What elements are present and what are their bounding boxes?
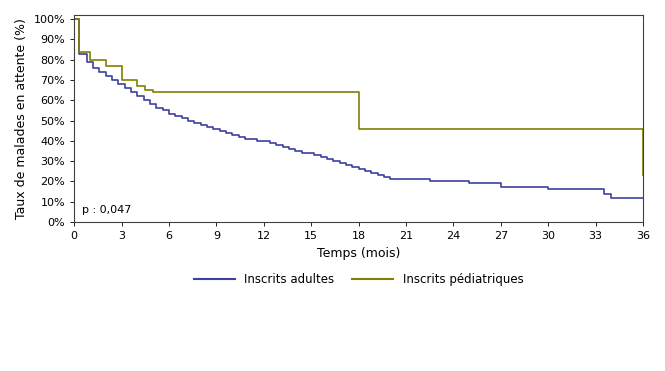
Inscrits adultes — [576, 187, 584, 192]
Inscrits pédiatriques — [102, 63, 110, 68]
Inscrits pédiatriques — [354, 127, 362, 131]
Inscrits adultes — [70, 17, 78, 21]
Inscrits pédiatriques — [75, 49, 83, 54]
Inscrits pédiatriques — [134, 84, 142, 88]
Inscrits adultes — [83, 59, 91, 64]
Inscrits pédiatriques — [299, 90, 307, 94]
Line: Inscrits adultes: Inscrits adultes — [74, 19, 643, 198]
Inscrits pédiatriques — [118, 78, 126, 82]
Text: p : 0,047: p : 0,047 — [82, 205, 132, 215]
Inscrits pédiatriques — [639, 173, 647, 177]
Inscrits pédiatriques — [600, 127, 608, 131]
Inscrits pédiatriques — [157, 90, 165, 94]
Y-axis label: Taux de malades en attente (%): Taux de malades en attente (%) — [15, 18, 28, 219]
Inscrits adultes — [607, 196, 615, 200]
Inscrits adultes — [197, 122, 205, 127]
Inscrits adultes — [410, 177, 418, 181]
Inscrits pédiatriques — [260, 90, 268, 94]
Line: Inscrits pédiatriques: Inscrits pédiatriques — [74, 19, 643, 175]
Inscrits adultes — [336, 161, 344, 165]
Inscrits pédiatriques — [70, 17, 78, 21]
Inscrits pédiatriques — [86, 58, 94, 62]
Inscrits pédiatriques — [142, 88, 150, 92]
Inscrits adultes — [285, 147, 293, 151]
Inscrits adultes — [639, 196, 647, 200]
Inscrits pédiatriques — [315, 90, 323, 94]
Legend: Inscrits adultes, Inscrits pédiatriques: Inscrits adultes, Inscrits pédiatriques — [189, 268, 529, 290]
Inscrits pédiatriques — [592, 127, 600, 131]
X-axis label: Temps (mois): Temps (mois) — [317, 247, 400, 260]
Inscrits pédiatriques — [149, 90, 157, 94]
